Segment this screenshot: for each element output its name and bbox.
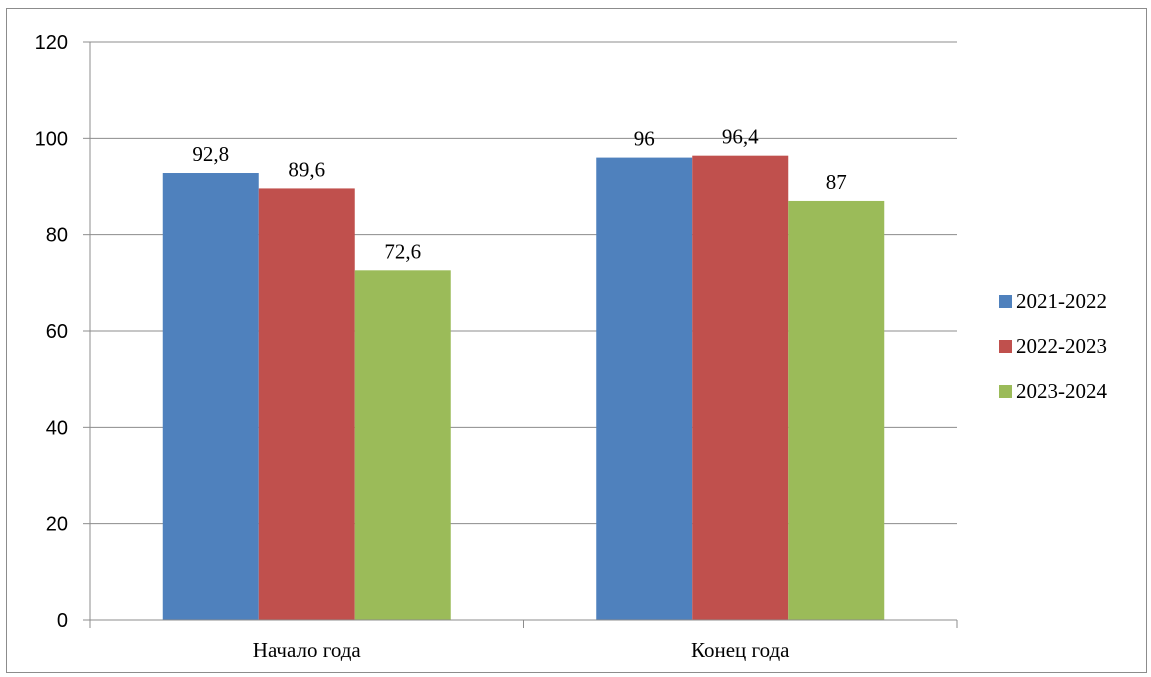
legend-swatch [999, 385, 1012, 398]
data-label: 96,4 [722, 125, 759, 149]
bar [788, 200, 885, 620]
data-label: 72,6 [384, 239, 421, 263]
data-label: 87 [826, 170, 847, 194]
bar [596, 157, 693, 620]
y-tick-label: 80 [46, 225, 68, 247]
bar [354, 270, 451, 620]
y-tick-label: 40 [46, 417, 68, 439]
y-tick-label: 20 [46, 514, 68, 536]
x-tick-label: Конец года [691, 638, 790, 662]
legend-swatch [999, 340, 1012, 353]
y-tick-label: 0 [57, 610, 68, 632]
legend-label: 2021-2022 [1016, 289, 1107, 313]
bar [258, 188, 355, 620]
x-tick-label: Начало года [253, 638, 362, 662]
bar [162, 173, 259, 620]
data-label: 89,6 [288, 157, 325, 181]
legend-swatch [999, 295, 1012, 308]
legend-label: 2022-2023 [1016, 334, 1107, 358]
bar [692, 155, 789, 620]
data-label: 92,8 [192, 142, 229, 166]
y-tick-label: 100 [35, 128, 68, 150]
legend-label: 2023-2024 [1016, 379, 1107, 403]
y-tick-label: 60 [46, 321, 68, 343]
data-label: 96 [634, 127, 655, 151]
y-tick-label: 120 [35, 32, 68, 54]
